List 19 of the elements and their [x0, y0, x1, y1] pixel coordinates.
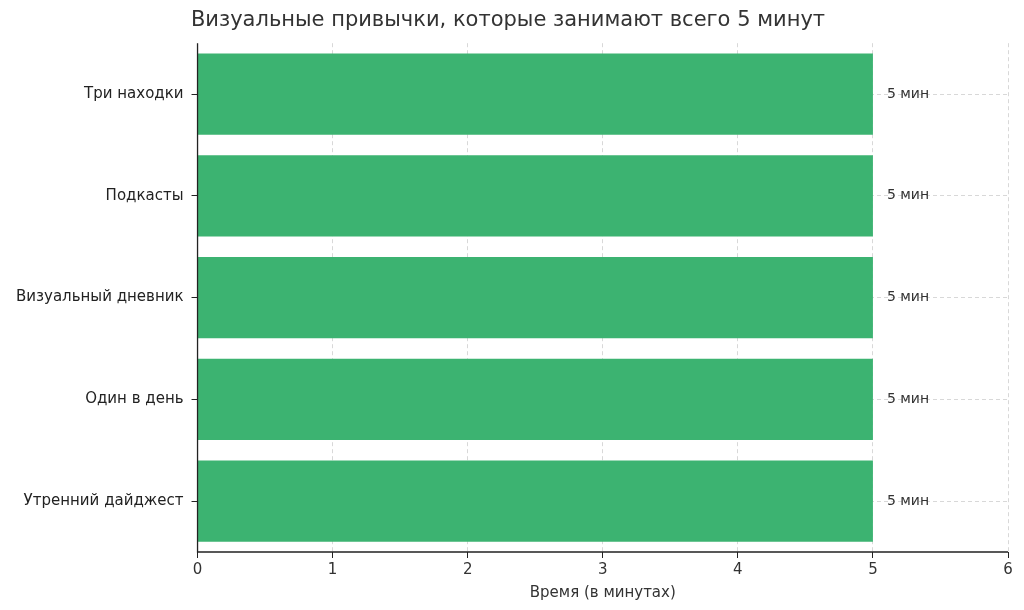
data-label: 5 мин — [886, 390, 930, 406]
chart-title: Визуальные привычки, которые занимают всего 5 минут — [190, 7, 826, 32]
x-axis-title: Время (в минутах) — [529, 582, 676, 601]
data-label: 5 мин — [886, 288, 930, 305]
y-tick-label: Визуальный дневник — [15, 287, 184, 306]
y-tick-label: Три находки — [83, 83, 184, 102]
x-tick-label: 1 — [327, 559, 338, 578]
data-label: 5 мин — [886, 186, 930, 203]
x-tick-label: 3 — [598, 559, 608, 578]
x-tick-label: 4 — [733, 559, 743, 578]
x-tick-label: 6 — [1003, 559, 1013, 578]
x-tick-label: 0 — [192, 559, 203, 578]
y-tick-label: Утренний дайджест — [23, 491, 184, 510]
y-tick-label: Подкасты — [105, 185, 184, 204]
data-label: 5 мин — [886, 491, 930, 508]
data-label: 5 мин — [886, 84, 930, 101]
x-tick-label: 2 — [462, 559, 473, 578]
y-tick-label: Один в день — [85, 389, 184, 408]
x-tick-label: 5 — [868, 559, 878, 578]
